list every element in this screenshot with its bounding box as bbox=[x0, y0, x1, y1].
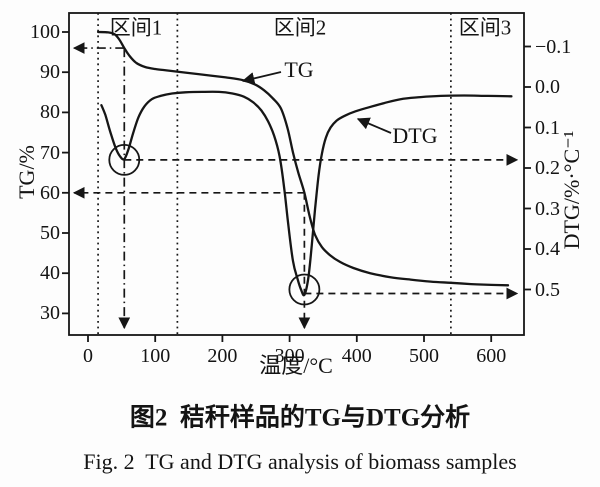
y-left-tick-label: 40 bbox=[40, 262, 60, 285]
x-axis-tick-label: 0 bbox=[83, 345, 93, 367]
x-axis-tick-label: 600 bbox=[476, 345, 507, 367]
y-left-tick-label: 80 bbox=[40, 101, 60, 124]
tg-curve-label: TG bbox=[284, 57, 314, 82]
y-right-tick-label: −0.1 bbox=[535, 35, 572, 58]
caption-chinese: 图2 秸秆样品的TG与DTG分析 bbox=[129, 404, 471, 432]
x-axis-tick-label: 300 bbox=[274, 345, 305, 367]
caption-english: Fig. 2 TG and DTG analysis of biomass sa… bbox=[83, 449, 517, 474]
y-left-tick-label: 70 bbox=[40, 141, 60, 164]
y-left-tick-label: 90 bbox=[40, 61, 60, 84]
y-right-tick-label: 0.1 bbox=[535, 116, 560, 139]
region-label-3: 区间3 bbox=[458, 15, 512, 40]
dtg-label-arrow bbox=[356, 117, 392, 134]
tg-curve bbox=[96, 30, 510, 287]
y-left-tick-label: 60 bbox=[40, 181, 60, 204]
dtg-curve-label: DTG bbox=[392, 123, 438, 148]
x-axis-tick-label: 200 bbox=[207, 345, 238, 367]
x-axis-tick-label: 400 bbox=[341, 345, 372, 367]
y-right-tick-label: 0.0 bbox=[535, 76, 560, 98]
y-right-tick-label: 0.5 bbox=[535, 278, 560, 301]
tg-label-arrow bbox=[241, 71, 282, 85]
x-axis-label: 温度/°C bbox=[259, 353, 333, 378]
y-left-tick-label: 100 bbox=[30, 21, 60, 43]
peak1-highlight-circle bbox=[108, 143, 141, 176]
y-left-tick-label: 50 bbox=[40, 222, 60, 244]
peak2-highlight-circle bbox=[288, 273, 321, 306]
dtg-curve bbox=[100, 90, 513, 297]
y-left-tick-label: 30 bbox=[40, 302, 60, 325]
region-label-1: 区间1 bbox=[109, 15, 163, 40]
x-axis-tick-label: 100 bbox=[140, 345, 171, 367]
y-right-tick-label: 0.3 bbox=[535, 197, 560, 220]
y-axis-label-right: DTG/%·°C⁻¹ bbox=[559, 130, 584, 250]
y-right-tick-label: 0.2 bbox=[535, 157, 560, 179]
x-axis-tick-label: 500 bbox=[409, 345, 439, 367]
y-right-tick-label: 0.4 bbox=[535, 238, 560, 260]
plot-frame bbox=[68, 12, 525, 336]
region-label-2: 区间2 bbox=[273, 15, 327, 40]
